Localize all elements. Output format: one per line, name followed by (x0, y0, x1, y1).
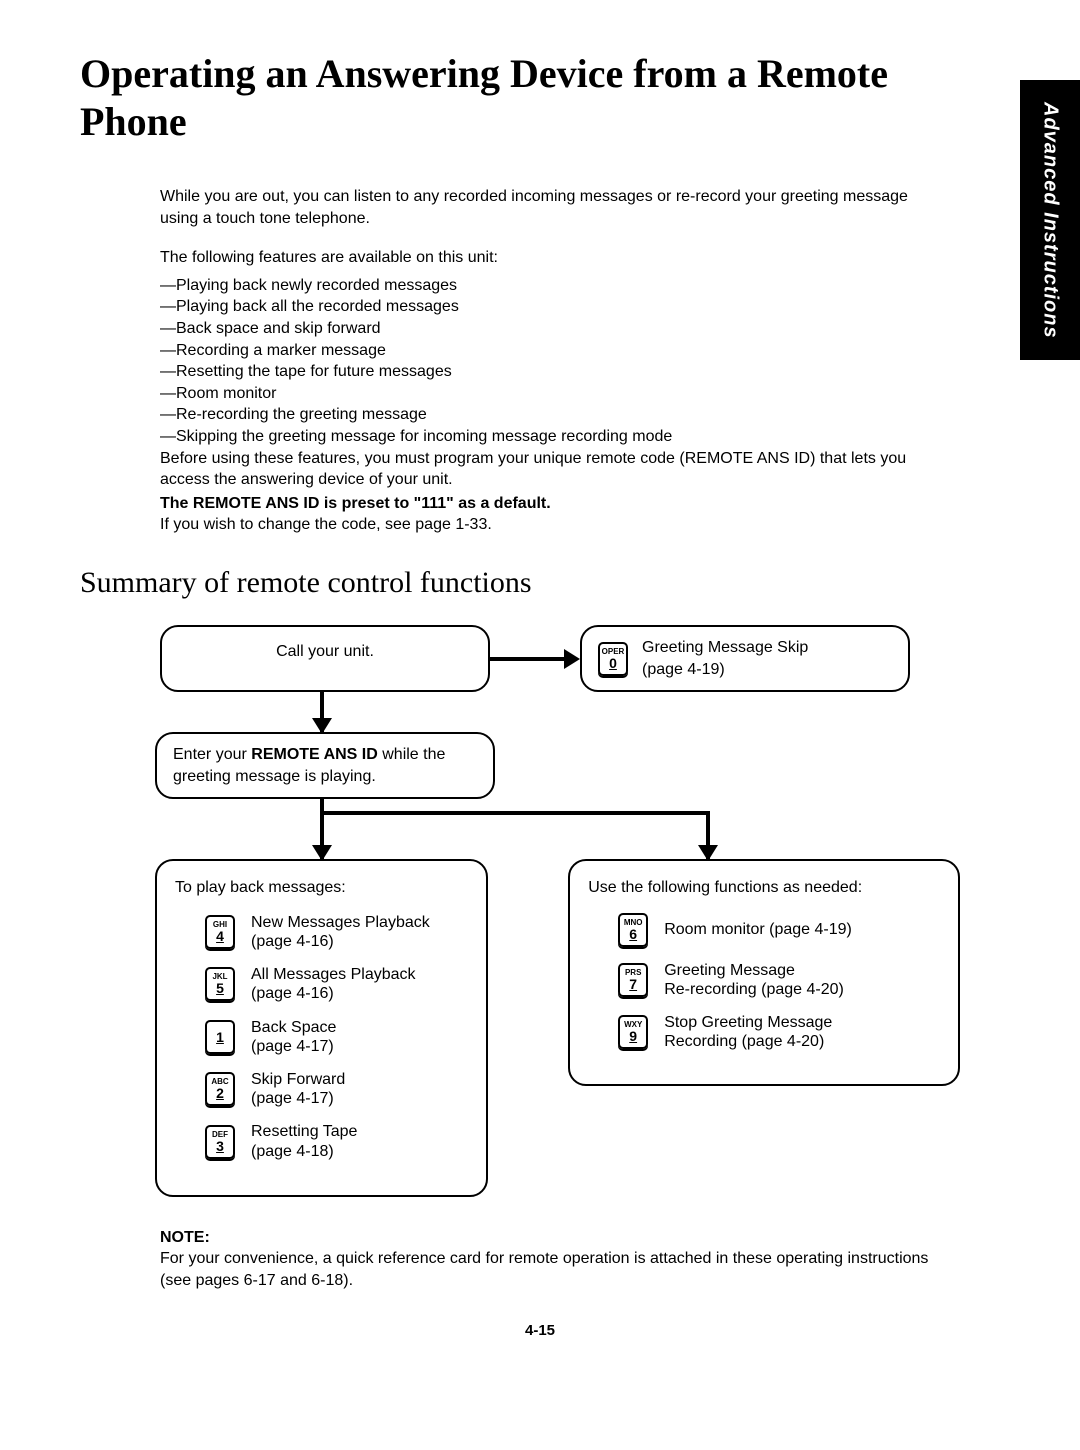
note-heading: NOTE: (160, 1229, 210, 1246)
note-block: NOTE: For your convenience, a quick refe… (160, 1227, 940, 1292)
key-item: JKL 5 All Messages Playback(page 4-16) (205, 965, 468, 1003)
key-item: PRS 7 Greeting MessageRe-recording (page… (618, 961, 940, 999)
change-line: If you wish to change the code, see page… (160, 514, 940, 536)
phone-key-icon: OPER 0 (598, 642, 628, 676)
feature-item: —Playing back all the recorded messages (160, 296, 940, 318)
phone-key-icon: 1 (205, 1020, 235, 1054)
skip-label: Greeting Message Skip (page 4-19) (642, 637, 808, 680)
feature-item: —Re-recording the greeting message (160, 404, 940, 426)
arrow-right-icon (490, 625, 580, 692)
feature-item: —Skipping the greeting message for incom… (160, 426, 940, 448)
key-item: GHI 4 New Messages Playback(page 4-16) (205, 913, 468, 951)
section-subtitle: Summary of remote control functions (80, 566, 1000, 600)
key-item: DEF 3 Resetting Tape(page 4-18) (205, 1122, 468, 1160)
flow-functions-box: Use the following functions as needed: M… (568, 859, 960, 1085)
key-item: WXY 9 Stop Greeting MessageRecording (pa… (618, 1013, 940, 1051)
flowchart: Call your unit. OPER 0 Greeting Message … (160, 625, 960, 1197)
feature-item: —Back space and skip forward (160, 318, 940, 340)
features-intro: The following features are available on … (160, 247, 940, 269)
phone-key-icon: WXY 9 (618, 1015, 648, 1049)
note-body: For your convenience, a quick reference … (160, 1250, 928, 1289)
feature-item: —Resetting the tape for future messages (160, 361, 940, 383)
feature-item: —Playing back newly recorded messages (160, 275, 940, 297)
key-item: MNO 6 Room monitor (page 4-19) (618, 913, 940, 947)
flow-enter-box: Enter your REMOTE ANS ID while the greet… (155, 732, 495, 799)
feature-item: —Room monitor (160, 383, 940, 405)
branch-connector (155, 799, 960, 859)
playback-heading: To play back messages: (175, 877, 468, 899)
phone-key-icon: DEF 3 (205, 1125, 235, 1159)
feature-item: —Recording a marker message (160, 340, 940, 362)
section-tab: Advanced Instructions (1020, 80, 1080, 360)
phone-key-icon: GHI 4 (205, 915, 235, 949)
key-item: 1 Back Space(page 4-17) (205, 1018, 468, 1056)
phone-key-icon: ABC 2 (205, 1072, 235, 1106)
flow-skip-box: OPER 0 Greeting Message Skip (page 4-19) (580, 625, 910, 692)
functions-heading: Use the following functions as needed: (588, 877, 940, 899)
intro-block: While you are out, you can listen to any… (160, 186, 940, 536)
phone-key-icon: PRS 7 (618, 963, 648, 997)
page-title: Operating an Answering Device from a Rem… (80, 50, 1000, 146)
before-paragraph: Before using these features, you must pr… (160, 448, 940, 491)
intro-paragraph: While you are out, you can listen to any… (160, 186, 940, 229)
manual-page: Advanced Instructions Operating an Answe… (0, 0, 1080, 1379)
flow-call-box: Call your unit. (160, 625, 490, 692)
key-item: ABC 2 Skip Forward(page 4-17) (205, 1070, 468, 1108)
flow-playback-box: To play back messages: GHI 4 New Message… (155, 859, 488, 1196)
phone-key-icon: JKL 5 (205, 967, 235, 1001)
preset-line: The REMOTE ANS ID is preset to "111" as … (160, 493, 940, 515)
phone-key-icon: MNO 6 (618, 913, 648, 947)
page-number: 4-15 (80, 1322, 1000, 1339)
